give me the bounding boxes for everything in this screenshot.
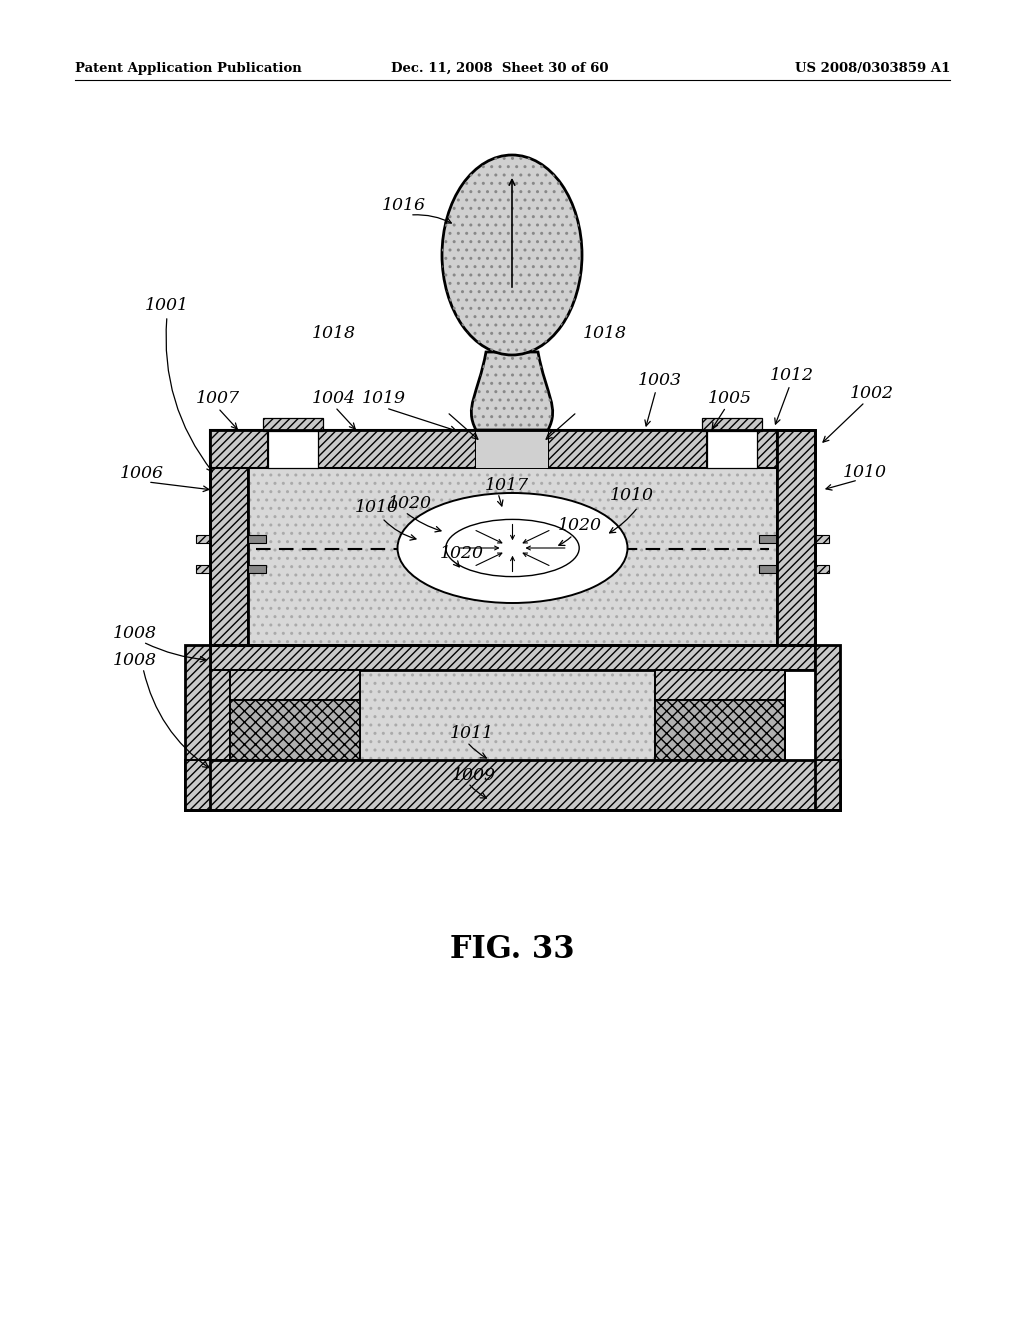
PathPatch shape xyxy=(471,352,553,430)
Text: 1016: 1016 xyxy=(382,197,426,214)
Text: 1019: 1019 xyxy=(362,389,406,407)
Bar xyxy=(196,535,210,543)
Bar xyxy=(210,430,815,645)
Text: 1018: 1018 xyxy=(583,325,627,342)
Bar xyxy=(210,430,268,469)
Bar xyxy=(196,565,210,573)
Bar xyxy=(759,535,777,543)
Text: US 2008/0303859 A1: US 2008/0303859 A1 xyxy=(795,62,950,75)
Bar xyxy=(248,671,777,700)
Text: 1003: 1003 xyxy=(638,372,682,389)
Bar xyxy=(759,565,777,573)
Bar xyxy=(360,671,655,760)
Text: 1006: 1006 xyxy=(120,465,164,482)
Text: 1005: 1005 xyxy=(708,389,752,407)
Text: FIG. 33: FIG. 33 xyxy=(450,935,574,965)
Bar xyxy=(248,565,266,573)
Ellipse shape xyxy=(445,519,580,577)
Text: 1012: 1012 xyxy=(770,367,814,384)
Bar xyxy=(230,700,360,760)
Text: 1020: 1020 xyxy=(388,495,432,512)
Bar xyxy=(548,430,707,469)
Text: 1008: 1008 xyxy=(113,652,157,669)
Bar xyxy=(815,645,840,810)
Bar xyxy=(248,671,777,700)
Bar xyxy=(248,430,777,645)
Bar xyxy=(815,535,829,543)
Bar xyxy=(263,418,323,432)
Text: 1009: 1009 xyxy=(452,767,496,784)
Text: Patent Application Publication: Patent Application Publication xyxy=(75,62,302,75)
Bar xyxy=(185,760,840,810)
Bar xyxy=(230,671,360,700)
Text: 1010: 1010 xyxy=(610,487,654,504)
Ellipse shape xyxy=(442,154,582,355)
Text: 1010: 1010 xyxy=(843,465,887,480)
Bar xyxy=(757,430,777,469)
Bar xyxy=(268,430,318,469)
Text: 1011: 1011 xyxy=(450,725,494,742)
Ellipse shape xyxy=(397,492,628,603)
Text: 1008: 1008 xyxy=(113,624,157,642)
Text: 1004: 1004 xyxy=(312,389,356,407)
Bar xyxy=(655,671,785,700)
Bar xyxy=(777,430,815,645)
Bar xyxy=(248,430,777,645)
Bar xyxy=(210,671,230,760)
Bar xyxy=(360,671,655,760)
Text: 1017: 1017 xyxy=(485,477,529,494)
Bar xyxy=(655,700,785,760)
Text: 1002: 1002 xyxy=(850,385,894,403)
Bar xyxy=(707,430,757,469)
Bar xyxy=(815,565,829,573)
Text: Dec. 11, 2008  Sheet 30 of 60: Dec. 11, 2008 Sheet 30 of 60 xyxy=(391,62,608,75)
Text: 1001: 1001 xyxy=(145,297,189,314)
Bar xyxy=(702,418,762,432)
Text: 1020: 1020 xyxy=(558,517,602,535)
Bar xyxy=(777,671,785,760)
Text: 1010: 1010 xyxy=(355,499,399,516)
Bar xyxy=(210,430,248,645)
Bar xyxy=(476,430,548,469)
Bar xyxy=(248,535,266,543)
Bar xyxy=(185,645,210,810)
Text: 1018: 1018 xyxy=(312,325,356,342)
Bar xyxy=(318,430,476,469)
Text: 1020: 1020 xyxy=(440,545,484,562)
Text: 1007: 1007 xyxy=(196,389,240,407)
Bar xyxy=(210,645,815,671)
